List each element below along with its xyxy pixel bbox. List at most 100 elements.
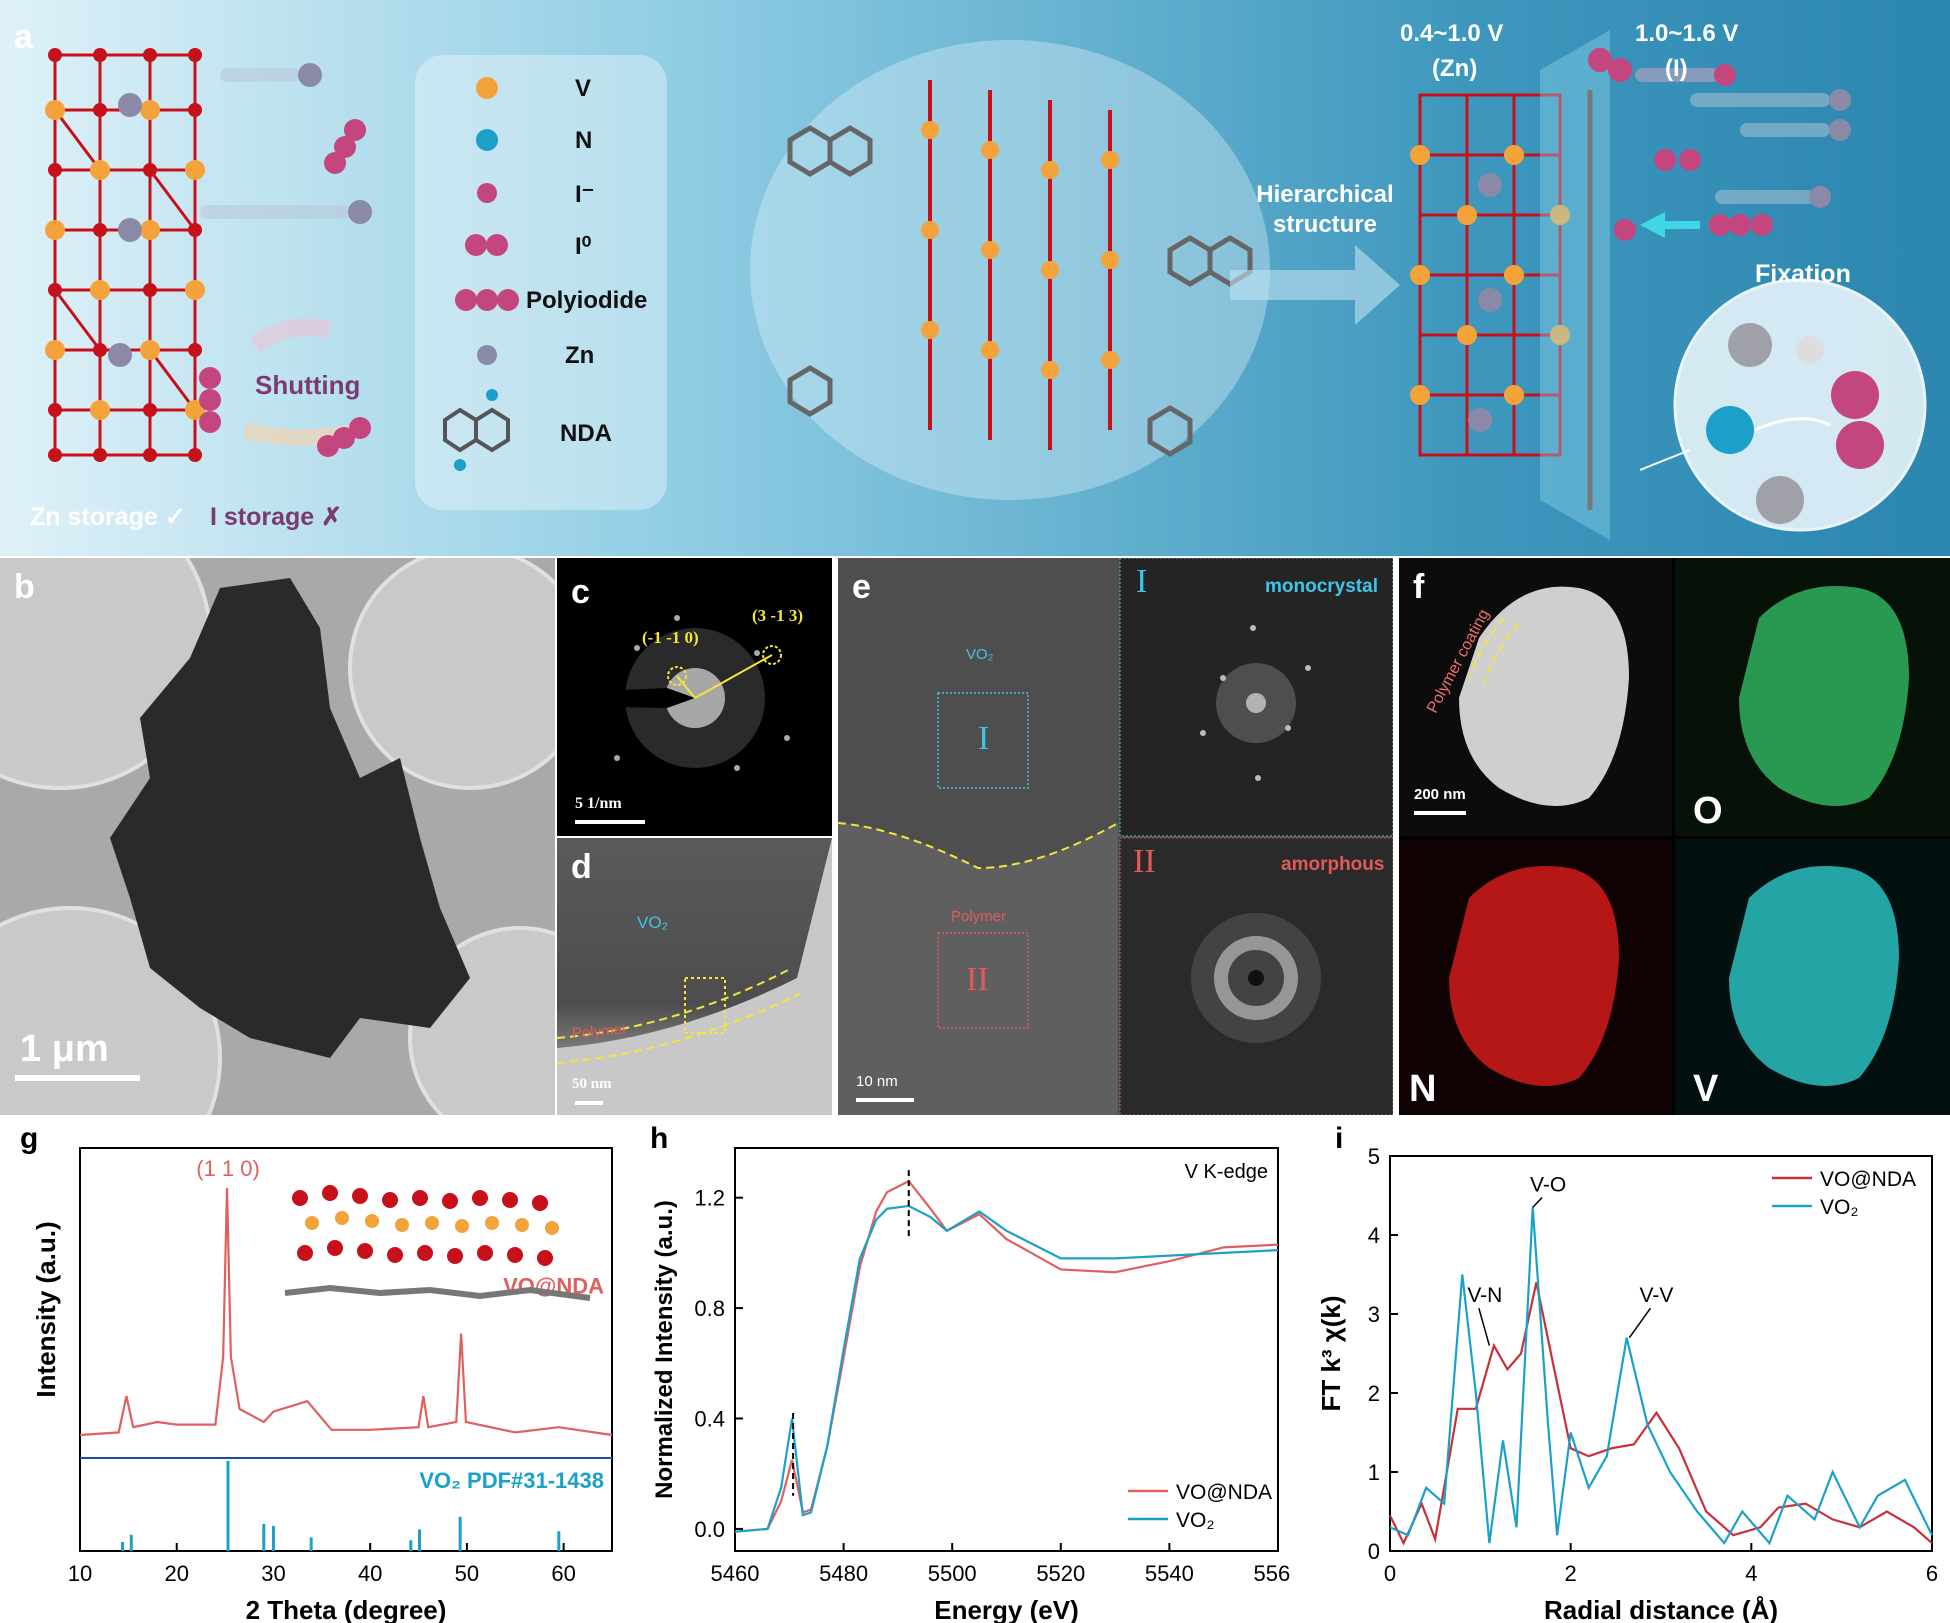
chart-i-xtick-label: 0 (1384, 1561, 1396, 1586)
chart-h-ytick-label: 0.4 (694, 1407, 725, 1432)
chart-i-annotation-arrow (1628, 1307, 1652, 1339)
inset-atom-o (417, 1245, 433, 1261)
panel-a: a V N I⁻ I⁰ Polyiodide Zn NDA Shutting Z… (0, 0, 1950, 556)
voltage-zn: 0.4~1.0 V (1400, 20, 1504, 47)
legend-i0-label: I⁰ (575, 233, 592, 260)
scale-bar-d (575, 1101, 603, 1105)
vo2-label-d: VO₂ (637, 913, 669, 932)
inset-atom-o (532, 1195, 548, 1211)
panel-d-label: d (571, 848, 592, 886)
hrtem-image-e (838, 558, 1393, 1115)
inset-atom-o (502, 1192, 518, 1208)
chart-i-frame (1389, 1155, 1933, 1552)
chart-h-frame (734, 1147, 1279, 1552)
inset-atom-v (425, 1216, 439, 1230)
chart-g-frame (79, 1147, 613, 1552)
legend-polyiodide-label: Polyiodide (526, 287, 648, 314)
chart-g-peak-label: (1 1 0) (196, 1156, 260, 1181)
fft-ii-label: II (1133, 843, 1156, 880)
chart-h-series-1 (734, 1204, 1279, 1533)
inset-atom-v (395, 1218, 409, 1232)
chart-i-ytick-label: 1 (1368, 1460, 1380, 1485)
inset-atom-o (352, 1188, 368, 1204)
scale-bar-f (1414, 811, 1466, 815)
inset-atom-o (327, 1240, 343, 1256)
inset-atom-o (382, 1192, 398, 1208)
inset-atom-o (357, 1243, 373, 1259)
chart-i-xlabel: Radial distance (Å) (1544, 1595, 1778, 1623)
chart-h-xtick-label: 5500 (928, 1561, 977, 1586)
chart-g-xtick-label: 50 (455, 1561, 479, 1586)
chart-h-annotation: V K-edge (1185, 1161, 1268, 1183)
chart-h-ylabel: Normalized Intensity (a.u.) (651, 1200, 678, 1499)
shutting-label: Shutting (255, 370, 361, 400)
panel-d: d VO₂ Polymer 50 nm (557, 838, 832, 1115)
chart-h-xtick-label: 5540 (1145, 1561, 1194, 1586)
scale-bar-e (856, 1098, 914, 1102)
legend-markers (443, 77, 519, 471)
inset-atom-v (455, 1219, 469, 1233)
fixation-label: Fixation (1755, 260, 1851, 288)
inset-atom-v (335, 1211, 349, 1225)
map-n-label: N (1409, 1068, 1437, 1110)
vo2-lattice-left (45, 48, 205, 462)
chart-h-xtick-label: 5480 (819, 1561, 868, 1586)
chart-i-ytick-label: 3 (1368, 1302, 1380, 1327)
chart-i-legend-label: VO@NDA (1820, 1168, 1916, 1191)
tem-image-b (0, 558, 555, 1115)
chart-g-xtick-label: 30 (261, 1561, 285, 1586)
amorphous-label: amorphous (1281, 854, 1385, 875)
chart-i-ytick-label: 5 (1368, 1144, 1380, 1169)
chart-h-legend-label: VO@NDA (1176, 1481, 1272, 1504)
chart-g: 10 20 30 40 50 60 g 2 Theta (degree) Intensity (… (20, 1122, 613, 1623)
scale-bar-b (15, 1075, 140, 1081)
chart-g-structure-inset (284, 1185, 591, 1301)
panel-a-illustration (45, 30, 1927, 540)
chart-g-xlabel: 2 Theta (degree) (246, 1595, 447, 1623)
vo2-label-e: VO₂ (966, 646, 994, 663)
legend-box (415, 55, 667, 510)
chart-i-xtick-label: 6 (1926, 1561, 1938, 1586)
panel-c-label: c (571, 573, 590, 611)
voltage-i: 1.0~1.6 V (1635, 20, 1739, 47)
panel-f: f Polymer coating 200 nm O N V (1399, 558, 1950, 1115)
chart-i-xtick-label: 2 (1565, 1561, 1577, 1586)
voltage-i-tag: (I) (1665, 55, 1688, 82)
inset-atom-o (297, 1245, 313, 1261)
chart-g-xtick-label: 40 (358, 1561, 382, 1586)
i-storage-label: I storage ✗ (210, 503, 343, 531)
spot1-label: (-1 -1 0) (642, 628, 699, 647)
chart-i-panel-label: i (1335, 1122, 1343, 1155)
chart-h-xtick-label: 5460 (711, 1561, 760, 1586)
chart-h-legend-label: VO₂ (1176, 1509, 1215, 1532)
chart-g-ylabel: Intensity (a.u.) (31, 1221, 61, 1397)
chart-i-ylabel: FT k³ χ(k) (1316, 1295, 1346, 1411)
chart-h-panel-label: h (650, 1122, 668, 1155)
chart-h-ytick-label: 0.8 (694, 1296, 725, 1321)
eds-maps (1399, 558, 1950, 1115)
inset-atom-o (442, 1193, 458, 1209)
inset-nda-chain (284, 1284, 591, 1301)
incoming-ions-right (1588, 48, 1851, 241)
chart-i-xtick-label: 4 (1745, 1561, 1757, 1586)
inset-atom-o (537, 1250, 553, 1266)
panel-f-label: f (1413, 568, 1425, 606)
scale-d: 50 nm (572, 1076, 612, 1092)
scale-bar-c (575, 820, 645, 824)
chart-i: 0 2 4 6 0 1 2 3 4 5i Radial distance (Å) FT k³ χ(k)… (1316, 1122, 1938, 1623)
scale-f: 200 nm (1414, 786, 1466, 803)
inset-atom-o (447, 1248, 463, 1264)
legend-zn-label: Zn (565, 342, 595, 369)
inset-atom-o (322, 1185, 338, 1201)
panel-b-label: b (14, 568, 35, 606)
chart-h-xtick-label: 5520 (1036, 1561, 1085, 1586)
tem-image-d (557, 838, 832, 1115)
chart-g-xtick-label: 60 (551, 1561, 575, 1586)
panel-c: c (-1 -1 0) (3 -1 3) 5 1/nm (557, 558, 832, 836)
polymer-label-e: Polymer (951, 908, 1007, 925)
saed-pattern (557, 615, 790, 771)
inset-atom-v (515, 1218, 529, 1232)
legend-nda-label: NDA (560, 420, 612, 447)
